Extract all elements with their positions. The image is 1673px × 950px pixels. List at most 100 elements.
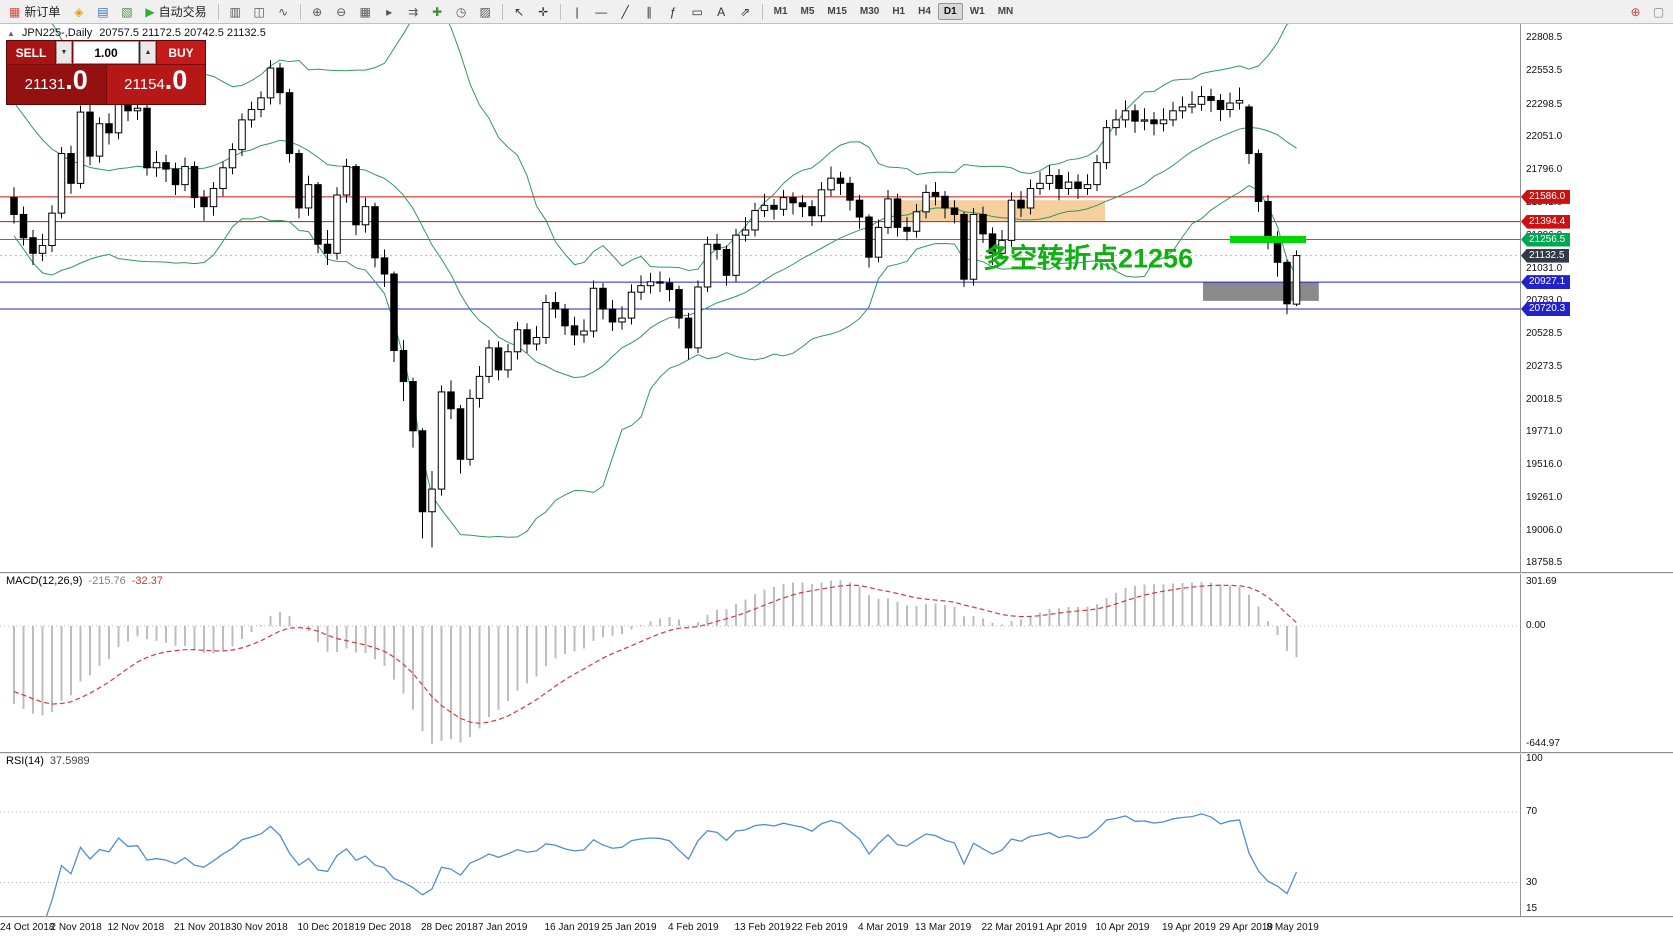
- date-tick-label: 4 Feb 2019: [668, 922, 719, 933]
- date-tick-label: 13 Feb 2019: [734, 922, 791, 933]
- horizontal-line-icon[interactable]: —: [595, 4, 608, 19]
- timeframe-mn-button[interactable]: MN: [997, 6, 1014, 17]
- date-tick-label: 10 Apr 2019: [1095, 922, 1150, 933]
- timeframe-w1-button[interactable]: W1: [969, 6, 985, 17]
- timeframe-h1-button[interactable]: H1: [892, 6, 906, 17]
- candlestick-chart-icon[interactable]: ◫: [253, 4, 265, 19]
- price-tick-label: 18758.5: [1526, 557, 1563, 569]
- timeframe-m1-button[interactable]: M1: [773, 6, 788, 17]
- bollinger-upper-band: [52, 24, 1290, 272]
- new-order-button-label: 新订单: [24, 5, 61, 19]
- macd-axis-label: 0.00: [1526, 620, 1546, 631]
- auto-trading-button[interactable]: ▶ 自动交易: [139, 1, 212, 22]
- price-tick-label: 21031.0: [1526, 262, 1563, 274]
- price-tick-label: 22808.5: [1526, 32, 1563, 44]
- toolbar-separator: [217, 3, 219, 20]
- tile-windows-icon[interactable]: ▦: [359, 4, 371, 19]
- rsi-value: 37.5989: [49, 755, 90, 767]
- date-axis-divider: [0, 916, 1673, 917]
- buy-price-frac: .0: [164, 65, 188, 95]
- lot-decrease-button[interactable]: ▼: [56, 41, 72, 64]
- toolbar-separator: [501, 3, 503, 20]
- market-watch-icon[interactable]: ▤: [97, 4, 109, 19]
- macd-axis-label: -644.97: [1526, 738, 1560, 749]
- community-icon[interactable]: ⊕: [1630, 4, 1641, 19]
- sell-price-frac: .0: [65, 65, 88, 95]
- date-tick-label: 16 Jan 2019: [544, 922, 600, 933]
- timeframe-h4-button[interactable]: H4: [918, 6, 931, 17]
- collapse-panel-icon[interactable]: ▲: [7, 28, 15, 38]
- timeframe-d1-button[interactable]: D1: [937, 3, 963, 20]
- date-tick-label: 28 Dec 2018: [421, 922, 478, 933]
- crosshair-icon[interactable]: ✛: [538, 4, 549, 19]
- price-level-label: 20927.1: [1521, 275, 1571, 290]
- macd-panel-canvas[interactable]: [0, 572, 1520, 752]
- date-tick-label: 10 Dec 2018: [297, 922, 355, 933]
- date-tick-label: 30 Nov 2018: [231, 922, 288, 933]
- new-order-button[interactable]: ▦ 新订单: [3, 1, 66, 22]
- price-tick-label: 19516.0: [1526, 458, 1563, 470]
- timeframe-m15-button[interactable]: M15: [827, 6, 847, 17]
- price-axis-divider[interactable]: [1520, 24, 1521, 916]
- sell-price[interactable]: 21131.0: [7, 65, 106, 104]
- price-tick-label: 19771.0: [1526, 425, 1563, 437]
- line-chart-icon[interactable]: ∿: [278, 4, 289, 19]
- text-label-icon[interactable]: A: [717, 4, 726, 19]
- trendline-icon[interactable]: ╱: [621, 4, 629, 19]
- auto-scroll-icon[interactable]: ▸: [386, 4, 393, 19]
- cursor-icon[interactable]: ↖: [514, 4, 525, 19]
- bollinger-lower-band: [13, 184, 1297, 538]
- arrow-objects-icon[interactable]: ⇗: [740, 4, 751, 19]
- buy-button[interactable]: BUY: [157, 41, 205, 64]
- price-level-label: 21586.0: [1521, 189, 1571, 204]
- date-tick-label: 8 May 2019: [1266, 922, 1319, 933]
- templates-icon[interactable]: ▨: [479, 4, 491, 19]
- bollinger-middle-band: [13, 102, 1297, 379]
- zoom-out-icon[interactable]: ⊖: [336, 4, 347, 19]
- sell-button[interactable]: SELL: [7, 41, 55, 64]
- macd-signal-value: -32.37: [131, 575, 163, 587]
- fibonacci-icon[interactable]: ƒ: [669, 4, 677, 19]
- macd-axis-label: 301.69: [1526, 576, 1557, 587]
- date-tick-label: 29 Apr 2019: [1219, 922, 1273, 933]
- window-icon[interactable]: ▢: [1652, 4, 1665, 19]
- trade-panel-prices: 21131.0 21154.0: [7, 65, 205, 104]
- bar-chart-icon[interactable]: ▥: [229, 4, 241, 19]
- rsi-axis-label: 70: [1526, 805, 1538, 817]
- rsi-panel-canvas[interactable]: [0, 752, 1520, 916]
- vertical-line-icon[interactable]: |: [575, 4, 579, 19]
- macd-signal-line: [13, 584, 1297, 724]
- macd-histogram: [13, 580, 1298, 744]
- date-tick-label: 22 Feb 2019: [791, 922, 848, 933]
- periods-icon[interactable]: ◷: [455, 4, 467, 19]
- profiles-icon[interactable]: ◈: [74, 4, 84, 19]
- lot-size-input[interactable]: [73, 41, 139, 64]
- buy-price[interactable]: 21154.0: [106, 65, 205, 104]
- rsi-line: [45, 813, 1298, 916]
- down-arrow-icon: ▼: [60, 49, 68, 56]
- zoom-in-icon[interactable]: ⊕: [312, 4, 323, 19]
- timeframe-m5-button[interactable]: M5: [800, 6, 815, 17]
- chart-shift-icon[interactable]: ⇉: [408, 4, 419, 19]
- macd-indicator-label: MACD(12,26,9) -215.76 -32.37: [6, 575, 163, 587]
- buy-price-int: 21154: [124, 76, 165, 93]
- support-zone-rectangle[interactable]: [1203, 282, 1319, 301]
- rsi-panel-divider[interactable]: [0, 752, 1673, 753]
- toolbar-separator: [559, 3, 561, 20]
- indicators-list-icon[interactable]: ✚: [432, 4, 443, 19]
- macd-panel-divider[interactable]: [0, 572, 1673, 573]
- date-tick-label: 25 Jan 2019: [601, 922, 657, 933]
- shapes-icon[interactable]: ▭: [691, 4, 703, 19]
- lot-increase-button[interactable]: ▲: [140, 41, 156, 64]
- price-tick-label: 22051.0: [1526, 130, 1563, 142]
- current-price-label: 21132.5: [1521, 248, 1570, 263]
- one-click-trading-panel: SELL ▼ ▲ BUY 21131.0 21154.0: [6, 40, 206, 105]
- equidistant-channel-icon[interactable]: ∥: [646, 4, 653, 19]
- annotation-text[interactable]: 多空转折点21256: [983, 243, 1193, 274]
- price-chart-canvas[interactable]: 多空转折点21256: [0, 24, 1520, 572]
- rsi-axis-label: 15: [1526, 903, 1538, 914]
- date-tick-label: 22 Mar 2019: [981, 922, 1038, 933]
- navigator-icon[interactable]: ▧: [121, 4, 133, 19]
- timeframe-m30-button[interactable]: M30: [859, 6, 880, 17]
- up-arrow-icon: ▲: [144, 49, 152, 56]
